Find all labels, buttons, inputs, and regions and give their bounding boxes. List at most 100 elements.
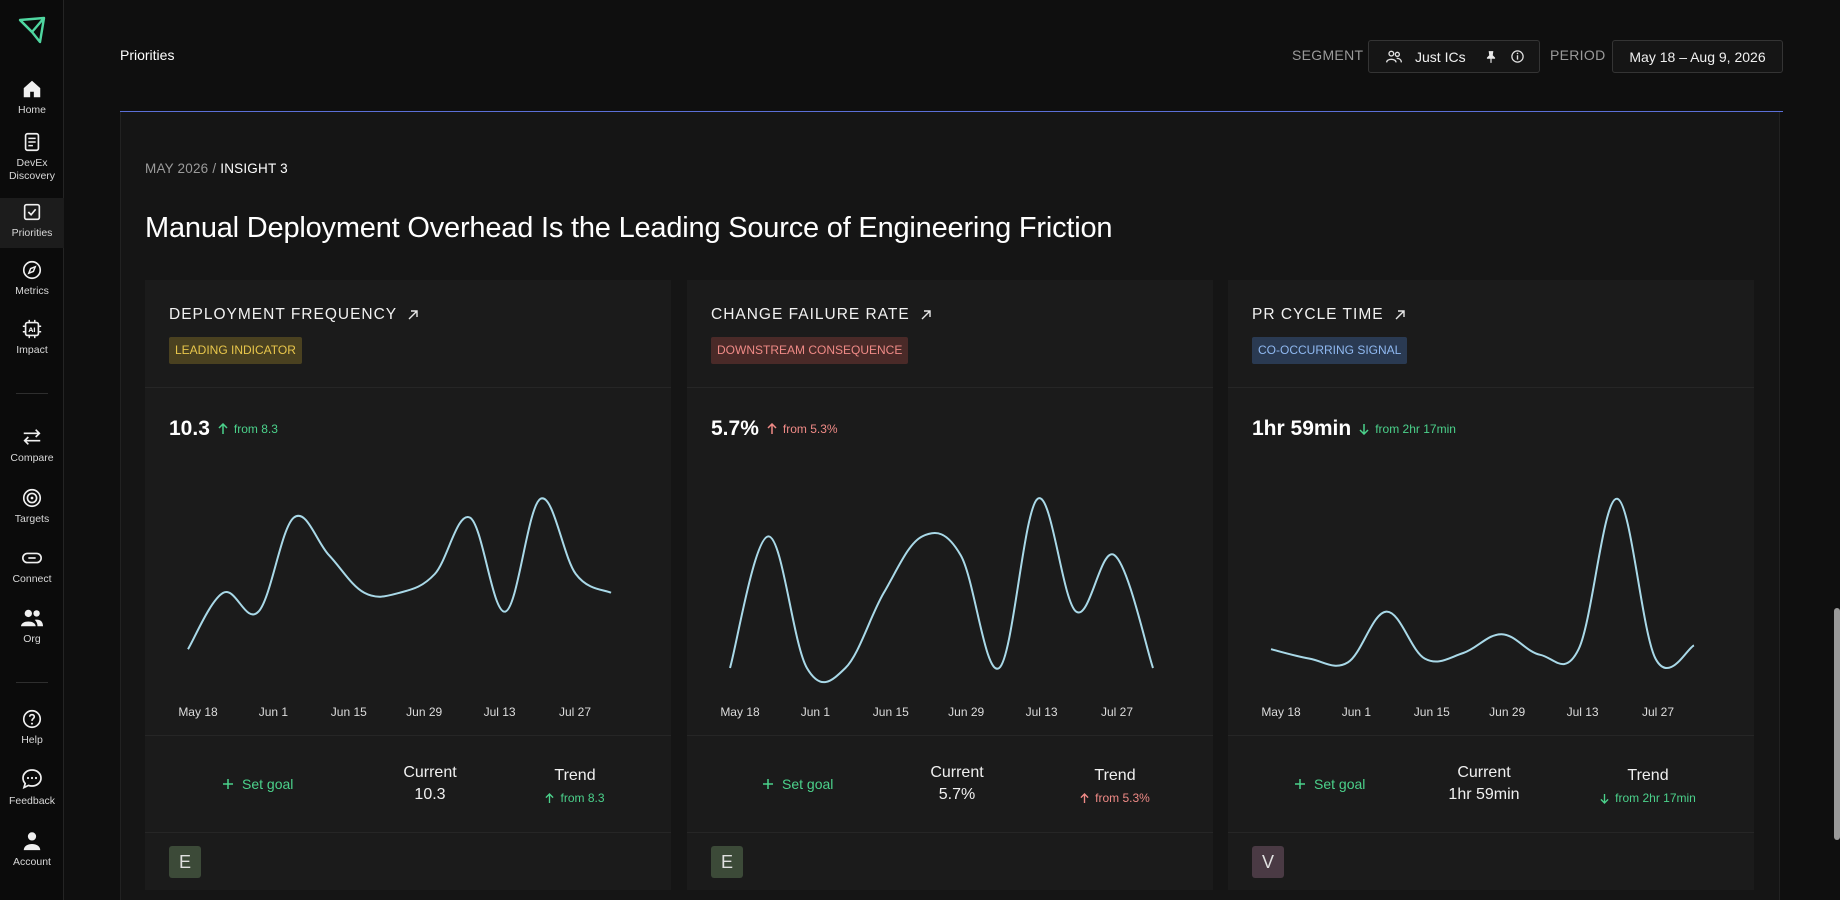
arrow-down-icon — [1600, 793, 1609, 804]
sidebar-item-label: Home — [17, 104, 46, 116]
period-label: PERIOD — [1550, 47, 1606, 63]
series-line — [729, 497, 1154, 683]
chat-icon — [22, 769, 42, 790]
current-stat: Current 5.7% — [897, 762, 1017, 806]
metric-delta: from 5.3% — [767, 422, 838, 436]
avatar[interactable]: E — [711, 846, 743, 878]
external-link-icon — [408, 310, 418, 320]
metric-value: 10.3 from 8.3 — [169, 417, 278, 441]
card-title[interactable]: PR CYCLE TIME — [1252, 306, 1406, 324]
set-goal-label: Set goal — [782, 776, 834, 792]
avatar[interactable]: V — [1252, 846, 1284, 878]
set-goal-button[interactable]: Set goal — [1294, 776, 1365, 792]
x-tick-label: Jul 27 — [559, 705, 591, 719]
sidebar-item-targets[interactable]: Targets — [0, 487, 64, 526]
period-value: May 18 – Aug 9, 2026 — [1629, 48, 1766, 65]
x-tick-label: Jul 27 — [1642, 705, 1674, 719]
sidebar-item-metrics[interactable]: Metrics — [0, 259, 64, 298]
trend-value-text: from 5.3% — [1095, 791, 1150, 805]
breadcrumb: MAY 2026 / INSIGHT 3 — [145, 161, 288, 176]
segment-selector[interactable]: Just ICs — [1368, 40, 1540, 73]
sidebar-item-connect[interactable]: Connect — [0, 547, 64, 586]
x-tick-label: Jun 15 — [873, 705, 909, 719]
line-chart: May 18 Jun 1 Jun 15 Jun 29 Jul 13 Jul 27 — [178, 497, 612, 719]
current-label: Current — [403, 764, 457, 781]
external-link-icon — [1395, 310, 1405, 320]
sidebar-item-priorities[interactable]: Priorities — [0, 198, 64, 248]
logo-icon[interactable] — [16, 14, 48, 46]
help-icon — [22, 709, 42, 729]
sidebar-item-devex-discovery[interactable]: DevEx Discovery — [0, 131, 64, 183]
metric-value: 5.7% from 5.3% — [711, 417, 838, 441]
metric-delta-text: from 5.3% — [782, 422, 838, 436]
x-tick-label: Jun 15 — [331, 705, 367, 719]
sidebar-item-label: Connect — [12, 573, 52, 585]
set-goal-button[interactable]: Set goal — [222, 776, 293, 792]
period-selector[interactable]: May 18 – Aug 9, 2026 — [1612, 40, 1783, 73]
breadcrumb-parent[interactable]: MAY 2026 / — [145, 161, 217, 176]
metric-card-pr-cycle-time: PR CYCLE TIME CO-OCCURRING SIGNAL 1hr 59… — [1228, 280, 1754, 890]
x-tick-label: May 18 — [178, 705, 218, 719]
x-tick-label: May 18 — [720, 705, 760, 719]
current-stat: Current 1hr 59min — [1424, 762, 1544, 806]
metric-delta-text: from 2hr 17min — [1375, 422, 1456, 436]
sidebar-item-label: Feedback — [8, 795, 56, 807]
ai-chip-icon: AI — [22, 319, 42, 339]
x-tick-label: Jun 1 — [801, 705, 831, 719]
sidebar-item-impact[interactable]: AI Impact — [0, 318, 64, 357]
x-tick-label: Jun 1 — [259, 705, 289, 719]
set-goal-label: Set goal — [1314, 776, 1366, 792]
downstream-consequence-tag: DOWNSTREAM CONSEQUENCE — [711, 337, 909, 364]
sidebar-item-compare[interactable]: Compare — [0, 426, 64, 465]
card-title[interactable]: DEPLOYMENT FREQUENCY — [169, 306, 419, 324]
sidebar-item-account[interactable]: Account — [0, 830, 64, 869]
segment-value: Just ICs — [1415, 48, 1466, 65]
trend-value: from 8.3 — [545, 787, 605, 809]
sidebar-item-org[interactable]: Org — [0, 607, 64, 646]
sidebar-item-feedback[interactable]: Feedback — [0, 767, 64, 808]
trend-label: Trend — [1094, 767, 1136, 784]
card-title-text: PR CYCLE TIME — [1252, 306, 1384, 323]
x-tick-label: May 18 — [1261, 705, 1301, 719]
x-tick-label: Jul 13 — [484, 705, 516, 719]
current-value: 10.3 — [414, 786, 446, 803]
x-tick-label: Jun 29 — [1489, 705, 1525, 719]
clipboard-icon — [24, 132, 40, 152]
compass-icon — [22, 260, 42, 280]
current-value: 1hr 59min — [1448, 786, 1520, 803]
current-stat: Current 10.3 — [370, 762, 490, 806]
sidebar-item-label: Priorities — [11, 227, 53, 239]
sidebar-item-label: Compare — [10, 452, 54, 464]
sidebar-item-help[interactable]: Help — [0, 708, 64, 747]
co-occurring-signal-tag: CO-OCCURRING SIGNAL — [1252, 337, 1408, 364]
sidebar-item-home[interactable]: Home — [0, 78, 64, 117]
trend-label: Trend — [1627, 767, 1669, 784]
breadcrumb-current: INSIGHT 3 — [220, 161, 288, 176]
info-icon[interactable] — [1510, 49, 1525, 64]
x-tick-label: Jul 27 — [1101, 705, 1133, 719]
segment-label: SEGMENT — [1292, 47, 1364, 63]
external-link-icon — [921, 310, 931, 320]
set-goal-button[interactable]: Set goal — [762, 776, 833, 792]
card-title[interactable]: CHANGE FAILURE RATE — [711, 306, 932, 324]
metric-delta: from 8.3 — [218, 422, 278, 436]
sidebar-item-label: Account — [13, 856, 51, 868]
sidebar-item-label: Help — [21, 734, 43, 746]
scrollbar-thumb[interactable] — [1834, 608, 1840, 840]
arrows-icon — [23, 429, 41, 445]
pin-icon[interactable] — [1484, 50, 1498, 64]
sidebar-item-label: Targets — [14, 513, 50, 525]
card-header: CHANGE FAILURE RATE DOWNSTREAM CONSEQUEN… — [687, 280, 1213, 388]
x-tick-label: Jul 13 — [1567, 705, 1599, 719]
user-icon — [23, 832, 41, 851]
sidebar-item-label: DevEx — [16, 157, 48, 169]
trend-stat: Trend from 8.3 — [515, 765, 635, 811]
metric-card-change-failure-rate: CHANGE FAILURE RATE DOWNSTREAM CONSEQUEN… — [687, 280, 1213, 890]
card-header: PR CYCLE TIME CO-OCCURRING SIGNAL — [1228, 280, 1754, 388]
metric-value: 1hr 59min from 2hr 17min — [1252, 417, 1456, 441]
metric-delta: from 2hr 17min — [1359, 422, 1456, 436]
x-tick-label: Jun 1 — [1342, 705, 1372, 719]
avatar[interactable]: E — [169, 846, 201, 878]
current-label: Current — [1457, 764, 1511, 781]
